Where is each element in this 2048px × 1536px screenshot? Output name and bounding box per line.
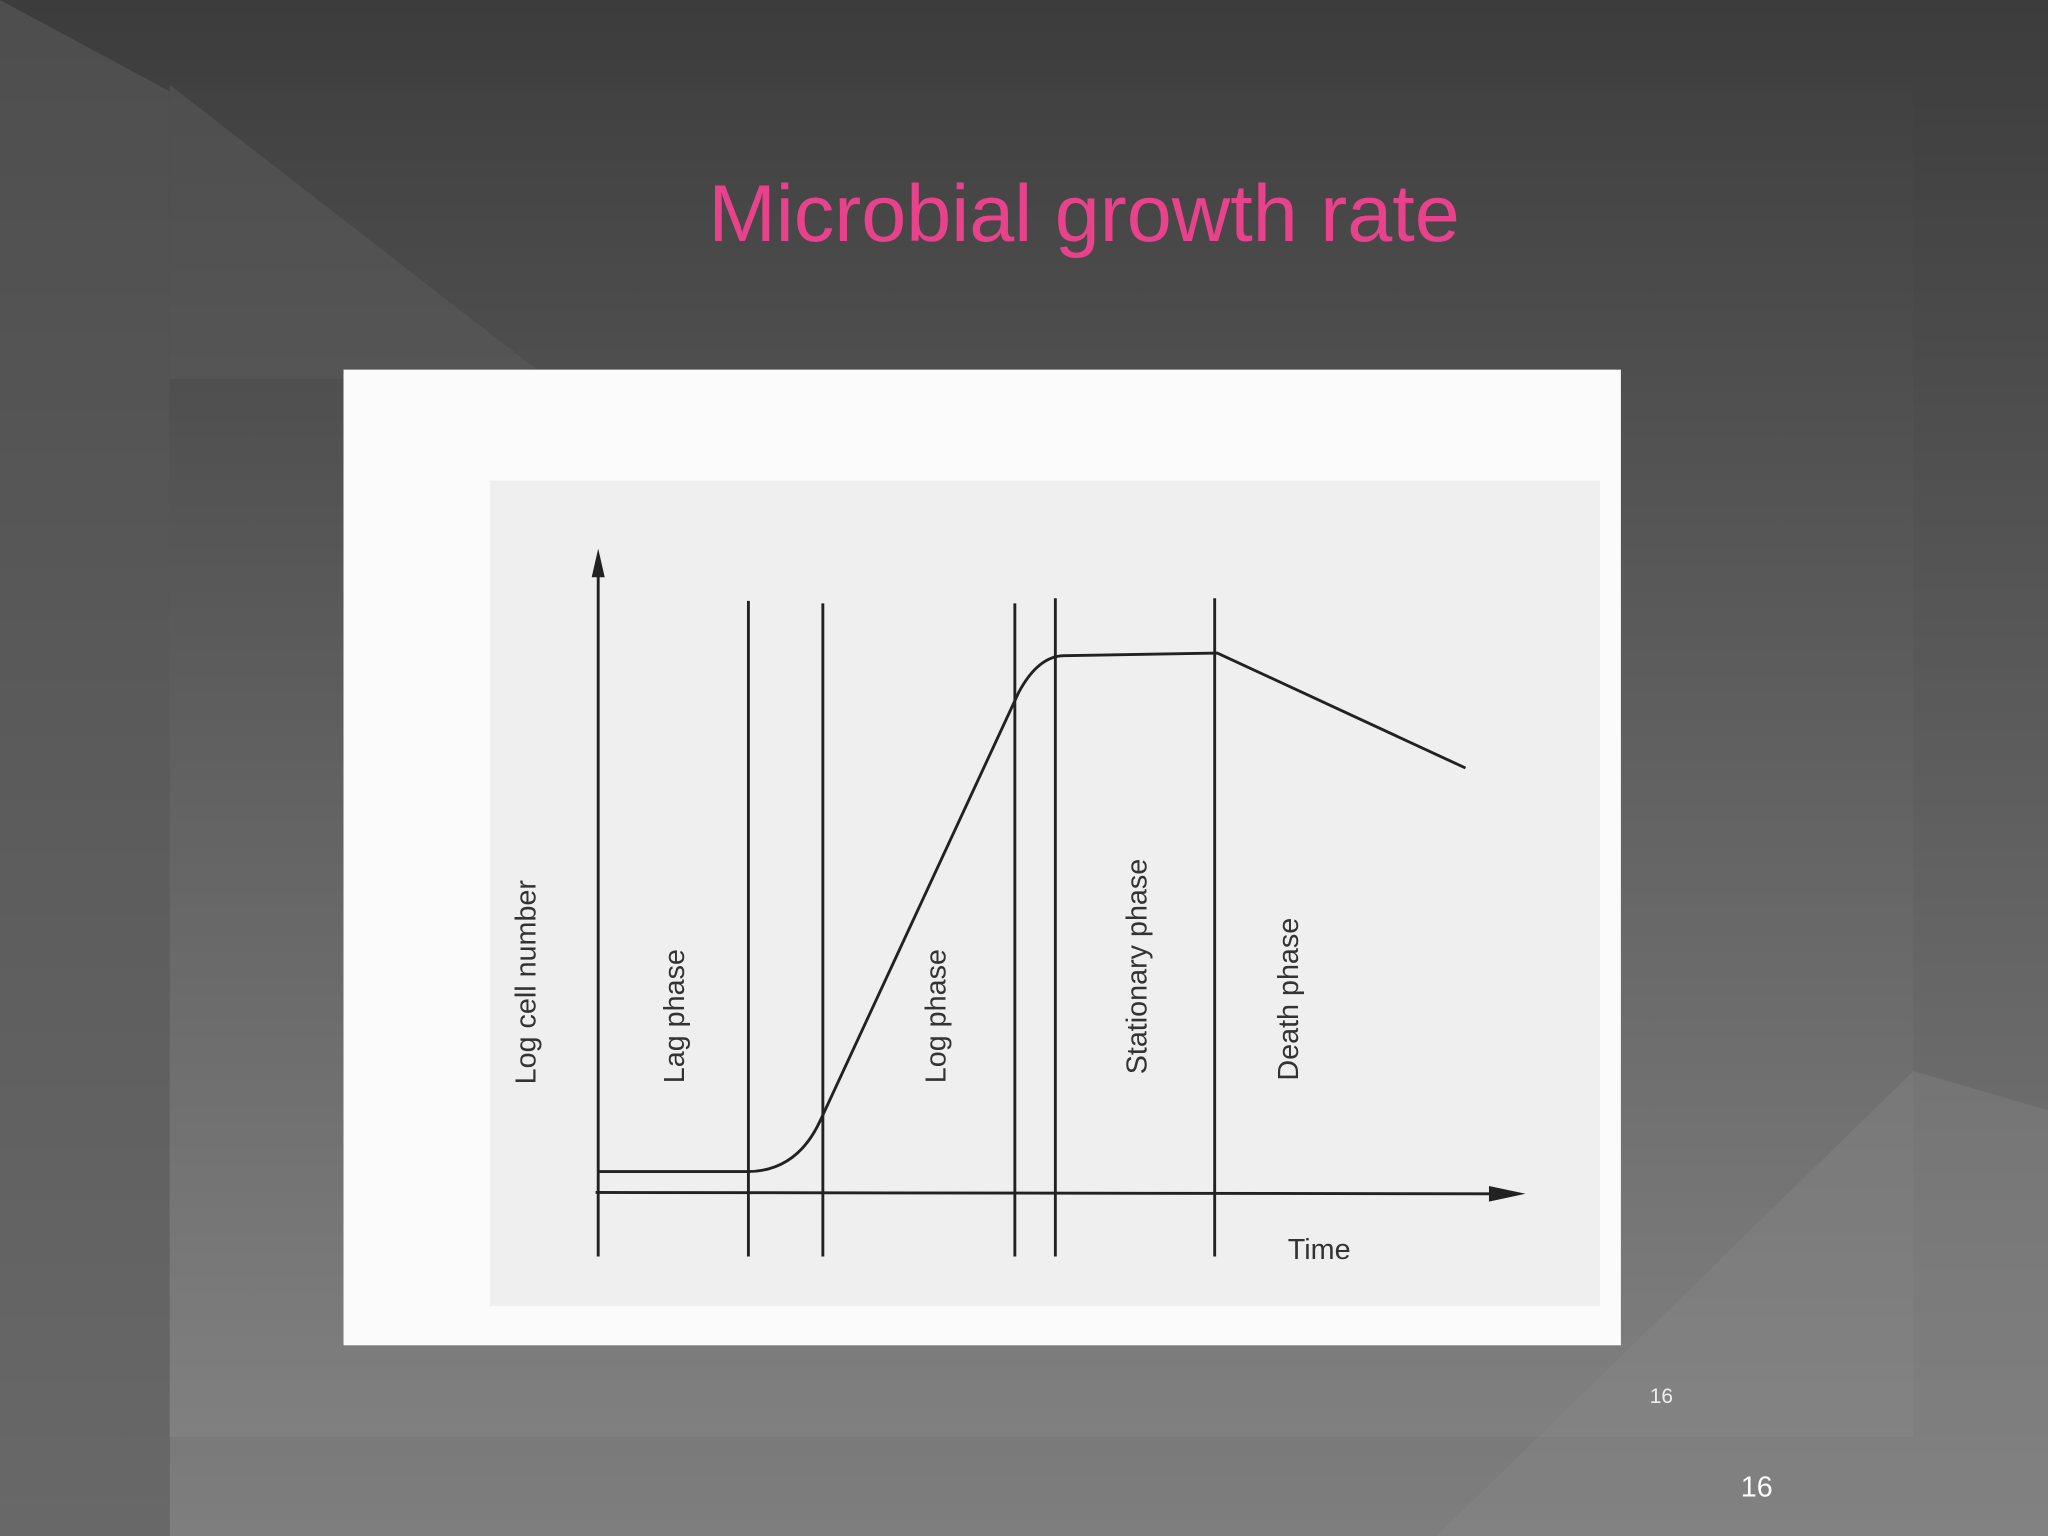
slide-number: 16: [1741, 1472, 1773, 1504]
x-axis-label: Time: [1288, 1234, 1351, 1266]
y-axis-arrow: [591, 548, 605, 578]
phase-label: Log phase: [920, 949, 952, 1083]
y-axis-label: Log cell number: [510, 880, 542, 1085]
growth-curve: [598, 651, 1467, 1174]
x-axis-arrow: [1488, 1185, 1526, 1202]
decor-triangle: [1436, 1071, 2048, 1536]
x-axis: [595, 1191, 1503, 1196]
phase-label: Stationary phase: [1122, 859, 1154, 1075]
decor-triangle: [0, 0, 170, 1536]
slide-title: Microbial growth rate: [708, 169, 1460, 259]
paper-scan: [489, 480, 1601, 1307]
growth-diagram: Log cell number Time Lag phase Log phase…: [510, 548, 1526, 1266]
phase-label: Lag phase: [659, 949, 691, 1083]
image-page-number: 16: [1650, 1385, 1673, 1408]
phase-label: Death phase: [1273, 918, 1305, 1081]
